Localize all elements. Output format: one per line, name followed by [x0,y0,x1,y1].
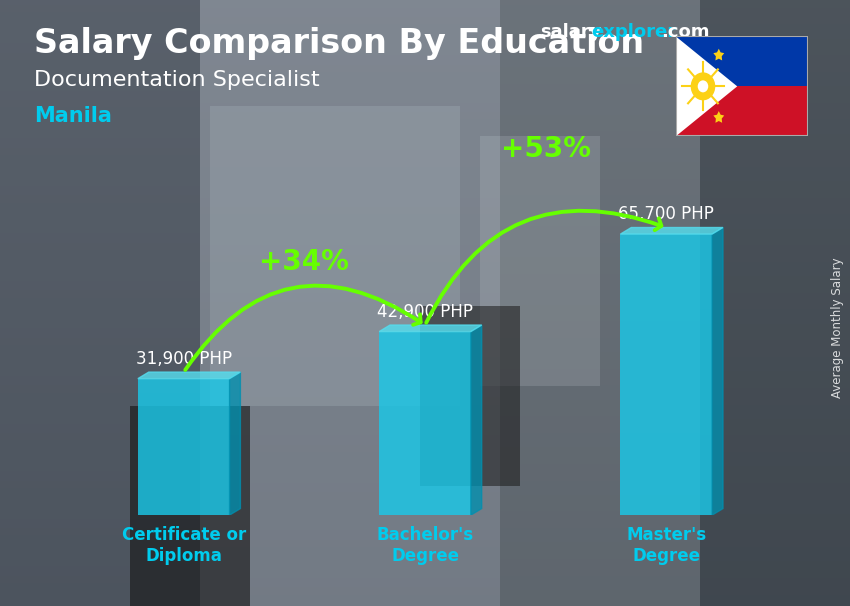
Polygon shape [471,325,482,515]
Polygon shape [666,80,677,92]
Text: +34%: +34% [259,248,349,276]
Text: 65,700 PHP: 65,700 PHP [618,205,714,224]
Bar [138,379,230,515]
Text: Average Monthly Salary: Average Monthly Salary [830,257,844,398]
Text: explorer: explorer [591,23,676,41]
Bar [676,36,807,87]
Polygon shape [713,48,724,61]
Bar [480,136,600,386]
Polygon shape [379,325,482,331]
Text: Manila: Manila [34,106,112,126]
Bar [379,331,471,515]
Polygon shape [230,372,241,515]
Bar [676,87,807,136]
Text: salary: salary [540,23,601,41]
Bar [420,306,520,486]
Text: 31,900 PHP: 31,900 PHP [136,350,232,368]
Polygon shape [713,111,724,123]
Text: .com: .com [661,23,710,41]
Polygon shape [712,227,723,515]
Text: Salary Comparison By Education: Salary Comparison By Education [34,27,644,60]
Text: Documentation Specialist: Documentation Specialist [34,70,320,90]
Polygon shape [138,372,241,379]
Circle shape [698,81,708,92]
Bar [620,234,712,515]
Bar [130,406,250,606]
Text: 42,900 PHP: 42,900 PHP [377,303,473,321]
Circle shape [691,72,715,101]
Text: +53%: +53% [501,135,591,163]
Polygon shape [676,36,737,136]
Bar [210,106,460,406]
Polygon shape [620,227,723,234]
